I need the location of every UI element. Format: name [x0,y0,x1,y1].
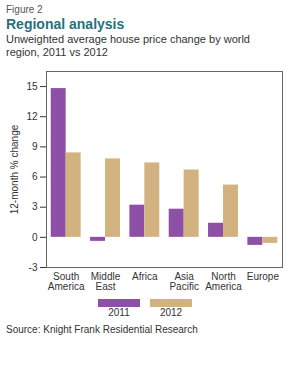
svg-text:Africa: Africa [132,271,158,282]
html-text:Regional analysis: Regional analysis [6,16,125,32]
html-text:2012: 2012 [159,307,183,318]
svg-text:-3: -3 [29,262,38,273]
svg-text:3: 3 [32,201,38,212]
svg-text:12-month % change: 12-month % change [9,124,20,214]
html-text:Source: Knight Frank Residenti: Source: Knight Frank Residential Researc… [6,324,198,335]
svg-text:NorthAmerica: NorthAmerica [205,271,242,292]
svg-text:0: 0 [32,232,38,243]
svg-text:15: 15 [26,81,38,92]
svg-text:AsiaPacific: AsiaPacific [169,271,198,292]
svg-text:Europe: Europe [247,271,280,282]
html-text:Figure 2: Figure 2 [6,4,43,15]
svg-text:12: 12 [26,111,38,122]
html-text:2011: 2011 [108,307,130,318]
svg-text:SouthAmerica: SouthAmerica [48,271,85,292]
svg-text:6: 6 [32,171,38,182]
html-text:Unweighted average house price: Unweighted average house price change by… [6,33,250,58]
svg-text:9: 9 [32,141,38,152]
svg-text:MiddleEast: MiddleEast [91,271,121,292]
